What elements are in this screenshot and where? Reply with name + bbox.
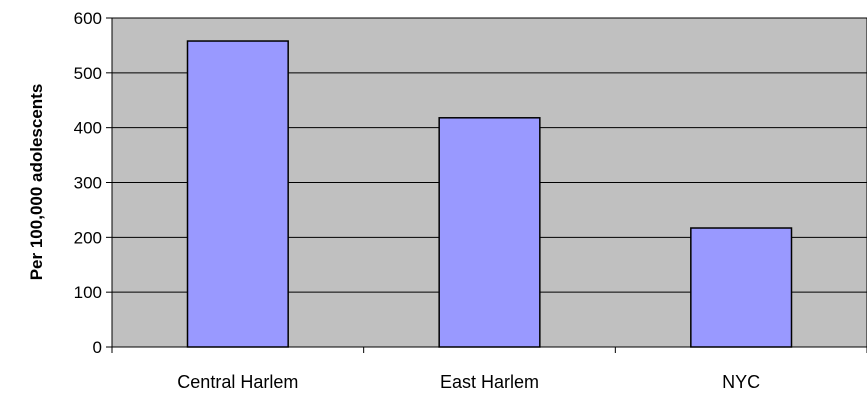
y-tick-label: 100: [74, 283, 102, 302]
y-tick-label: 400: [74, 119, 102, 138]
y-tick-label: 200: [74, 228, 102, 247]
bar-nyc: [690, 227, 793, 348]
x-category-label: NYC: [722, 372, 760, 392]
x-category-label: Central Harlem: [177, 372, 298, 392]
y-axis: 0 100 200 300 400 500 600: [74, 9, 113, 357]
bar-east-harlem: [438, 117, 541, 348]
y-tick-label: 600: [74, 9, 102, 28]
y-axis-label: Per 100,000 adolescents: [27, 84, 46, 281]
y-tick-label: 300: [74, 174, 102, 193]
bars-group: [186, 40, 793, 348]
y-tick-label: 500: [74, 64, 102, 83]
x-axis: Central Harlem East Harlem NYC: [111, 346, 867, 392]
bar-central-harlem: [186, 40, 289, 348]
x-category-label: East Harlem: [440, 372, 539, 392]
y-tick-label: 0: [93, 338, 102, 357]
